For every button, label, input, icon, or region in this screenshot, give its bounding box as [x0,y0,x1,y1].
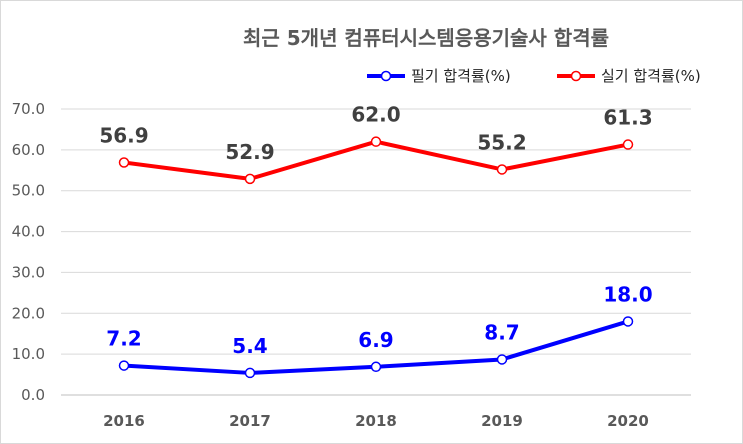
y-tick-label: 20.0 [12,304,45,322]
data-point [370,136,382,147]
series-line [123,139,629,181]
legend-item: 실기 합격률(%) [557,67,701,85]
y-tick-label: 60.0 [12,141,45,159]
y-tick-label: 30.0 [12,263,45,281]
data-point [622,139,634,150]
data-label: 7.2 [106,327,141,351]
chart-title: 최근 5개년 컴퓨터시스템응용기술사 합격률 [243,26,609,50]
y-tick-label: 70.0 [12,100,45,118]
x-tick-label: 2020 [607,412,649,430]
x-axis: 2016 2017 2018 2019 2020 [103,412,649,430]
data-label: 52.9 [225,140,274,164]
data-label: 56.9 [99,124,148,148]
legend-marker [570,70,582,82]
data-point [496,354,508,365]
data-label: 18.0 [603,282,652,306]
y-axis: 0.0 10.0 20.0 30.0 40.0 50.0 60.0 70.0 [12,100,45,404]
legend-label: 필기 합격률(%) [411,67,511,85]
data-point [496,164,508,175]
grid-lines [61,108,691,396]
y-tick-label: 40.0 [12,223,45,241]
x-tick-label: 2017 [229,412,271,430]
legend-marker [380,70,392,82]
data-point [370,361,382,373]
data-label: 6.9 [358,328,393,352]
data-point [118,360,130,371]
data-label: 62.0 [351,103,400,127]
x-tick-label: 2018 [355,412,397,430]
data-point [118,157,130,168]
x-tick-label: 2019 [481,412,523,430]
data-label: 5.4 [232,334,267,358]
data-point [622,316,634,327]
legend-item: 필기 합격률(%) [367,67,511,85]
data-point [244,173,256,185]
data-label: 55.2 [477,130,526,154]
legend-label: 실기 합격률(%) [601,67,701,85]
data-label: 8.7 [484,320,519,344]
y-tick-label: 0.0 [21,386,45,404]
x-tick-label: 2016 [103,412,145,430]
data-label: 61.3 [603,106,652,130]
series-layer: 7.2 5.4 6.9 8.7 18.0 56.9 52.9 62.0 55.2 61.3 [99,103,653,379]
y-tick-label: 50.0 [12,182,45,200]
series-1: 56.9 52.9 62.0 55.2 61.3 [99,103,653,185]
data-point [244,367,256,379]
legend: 필기 합격률(%) 실기 합격률(%) [367,67,701,85]
y-tick-label: 10.0 [12,345,45,363]
series-0: 7.2 5.4 6.9 8.7 18.0 [106,282,653,379]
